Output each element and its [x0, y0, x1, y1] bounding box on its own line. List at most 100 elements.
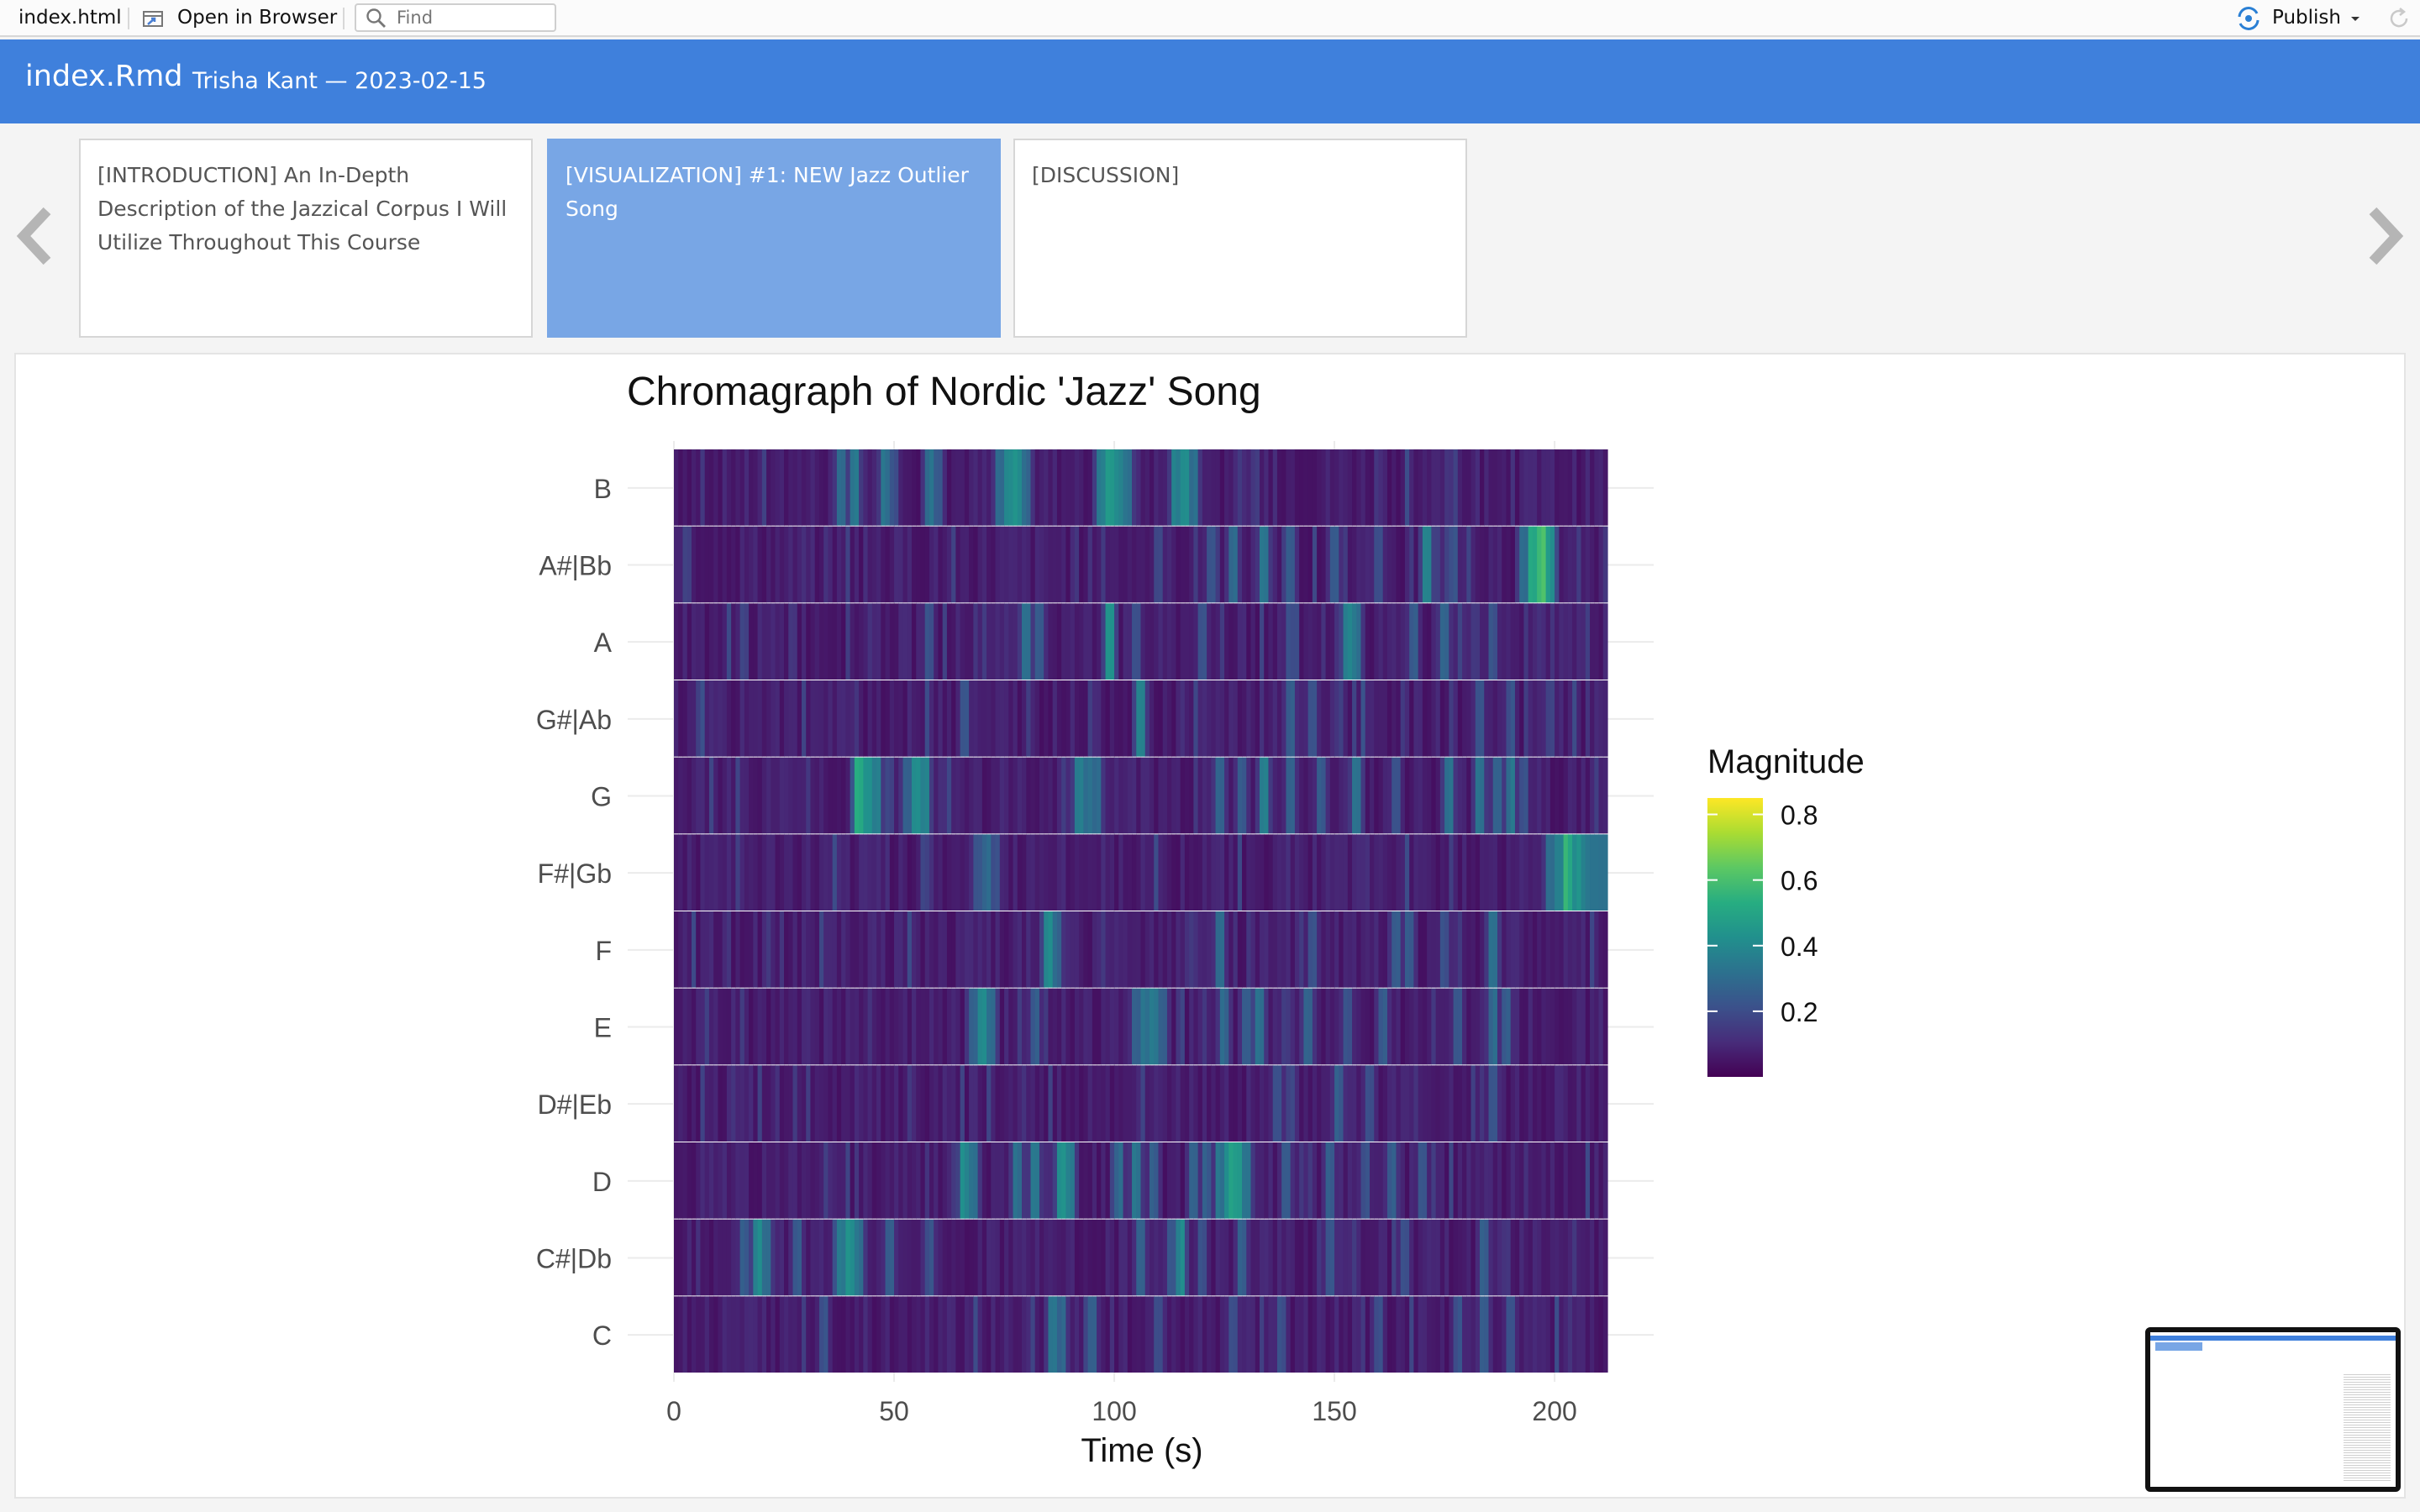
- heatmap-cell: [898, 680, 904, 757]
- heatmap-cell: [1013, 1142, 1018, 1219]
- heatmap-cell: [1184, 526, 1190, 603]
- heatmap-cell: [1233, 526, 1239, 603]
- heatmap-cell: [700, 680, 706, 757]
- heatmap-cell: [779, 1065, 785, 1142]
- heatmap-cell: [1233, 1296, 1239, 1373]
- heatmap-cell: [1171, 988, 1177, 1065]
- heatmap-cell: [1396, 988, 1402, 1065]
- heatmap-cell: [1347, 1219, 1353, 1296]
- heatmap-cell: [1382, 680, 1388, 757]
- heatmap-cell: [977, 1142, 983, 1219]
- heatmap-cell: [1484, 680, 1490, 757]
- heatmap-cell: [894, 988, 899, 1065]
- heatmap-cell: [1339, 1142, 1344, 1219]
- heatmap-cell: [1207, 526, 1212, 603]
- heatmap-cell: [1347, 757, 1353, 834]
- x-tick-label: 200: [1532, 1396, 1576, 1426]
- heatmap-cell: [871, 449, 877, 526]
- heatmap-cell: [1409, 603, 1415, 680]
- x-tick-label: 100: [1092, 1396, 1136, 1426]
- heatmap-cell: [1272, 1142, 1278, 1219]
- heatmap-cell: [757, 1065, 763, 1142]
- heatmap-cell: [1439, 834, 1445, 911]
- heatmap-cell: [1356, 526, 1362, 603]
- publish-button[interactable]: Publish: [2235, 0, 2361, 37]
- heatmap-cell: [1532, 1219, 1538, 1296]
- heatmap-cell: [788, 1219, 794, 1296]
- heatmap-cell: [1123, 1296, 1128, 1373]
- publish-dropdown-icon[interactable]: [2349, 15, 2361, 24]
- heatmap-cell: [1180, 449, 1186, 526]
- minimap-thumbnail[interactable]: [2145, 1327, 2401, 1492]
- heatmap-cell: [1180, 1219, 1186, 1296]
- heatmap-cell: [779, 603, 785, 680]
- heatmap-cell: [1572, 988, 1577, 1065]
- heatmap-cell: [867, 1219, 873, 1296]
- viewer-toolbar: index.html Open in Browser Publish: [0, 0, 2420, 37]
- heatmap-cell: [889, 526, 895, 603]
- heatmap-cell: [1475, 1219, 1481, 1296]
- heatmap-cell: [1219, 603, 1225, 680]
- heatmap-cell: [981, 526, 987, 603]
- chevron-left-icon[interactable]: [13, 206, 55, 266]
- heatmap-cell: [1013, 449, 1018, 526]
- heatmap-cell: [1325, 1219, 1331, 1296]
- chromagraph-chart: Chromagraph of Nordic 'Jazz' Song BA#|Bb…: [536, 370, 1865, 1469]
- heatmap-cell: [1083, 1142, 1089, 1219]
- heatmap-cell: [1097, 911, 1102, 988]
- heatmap-cell: [1149, 988, 1155, 1065]
- heatmap-cell: [1418, 911, 1423, 988]
- heatmap-cell: [1044, 988, 1050, 1065]
- find-box[interactable]: [355, 3, 556, 32]
- heatmap-cell: [1422, 757, 1428, 834]
- heatmap-cell: [832, 1142, 838, 1219]
- heatmap-cell: [1422, 988, 1428, 1065]
- heatmap-cell: [1590, 911, 1595, 988]
- heatmap-cell: [1312, 1065, 1318, 1142]
- heatmap-cell: [942, 1065, 948, 1142]
- heatmap-cell: [1356, 988, 1362, 1065]
- heatmap-cell: [1549, 1142, 1555, 1219]
- heatmap-cell: [1026, 526, 1032, 603]
- heatmap-cell: [1242, 526, 1247, 603]
- heatmap-cell: [1039, 1065, 1044, 1142]
- heatmap-cell: [907, 603, 913, 680]
- heatmap-cell: [1013, 603, 1018, 680]
- heatmap-cell: [687, 603, 692, 680]
- heatmap-cell: [1382, 1065, 1388, 1142]
- heatmap-cell: [1294, 757, 1300, 834]
- heatmap-cell: [986, 603, 992, 680]
- heatmap-cell: [1519, 1219, 1525, 1296]
- story-card-introduction[interactable]: [INTRODUCTION] An In-Depth Description o…: [79, 139, 533, 338]
- heatmap-cell: [1497, 680, 1502, 757]
- heatmap-cell: [1585, 449, 1591, 526]
- heatmap-cell: [1109, 988, 1115, 1065]
- heatmap-cell: [766, 834, 771, 911]
- story-card-discussion[interactable]: [DISCUSSION]: [1013, 139, 1467, 338]
- heatmap-cell: [806, 911, 812, 988]
- heatmap-cell: [1321, 757, 1327, 834]
- heatmap-cell: [938, 603, 944, 680]
- x-tick-label: 0: [666, 1396, 681, 1426]
- heatmap-cell: [1276, 526, 1282, 603]
- heatmap-cell: [775, 834, 781, 911]
- find-input[interactable]: [397, 7, 548, 29]
- heatmap-cell: [1590, 834, 1595, 911]
- refresh-icon[interactable]: [2386, 6, 2412, 31]
- heatmap-cell: [771, 1296, 776, 1373]
- heatmap-cell: [1502, 757, 1507, 834]
- heatmap-cell: [1176, 1296, 1181, 1373]
- chevron-right-icon[interactable]: [2365, 206, 2407, 266]
- heatmap-cell: [1484, 988, 1490, 1065]
- heatmap-cell: [731, 680, 736, 757]
- heatmap-cell: [1264, 911, 1270, 988]
- heatmap-cell: [911, 834, 917, 911]
- heatmap-cell: [946, 680, 952, 757]
- heatmap-cell: [1590, 1219, 1595, 1296]
- heatmap-cell: [867, 526, 873, 603]
- heatmap-cell: [810, 988, 816, 1065]
- heatmap-cell: [1541, 1296, 1547, 1373]
- heatmap-cell: [960, 1142, 965, 1219]
- heatmap-cell: [1502, 834, 1507, 911]
- story-card-visualization[interactable]: [VISUALIZATION] #1: NEW Jazz Outlier Son…: [547, 139, 1001, 338]
